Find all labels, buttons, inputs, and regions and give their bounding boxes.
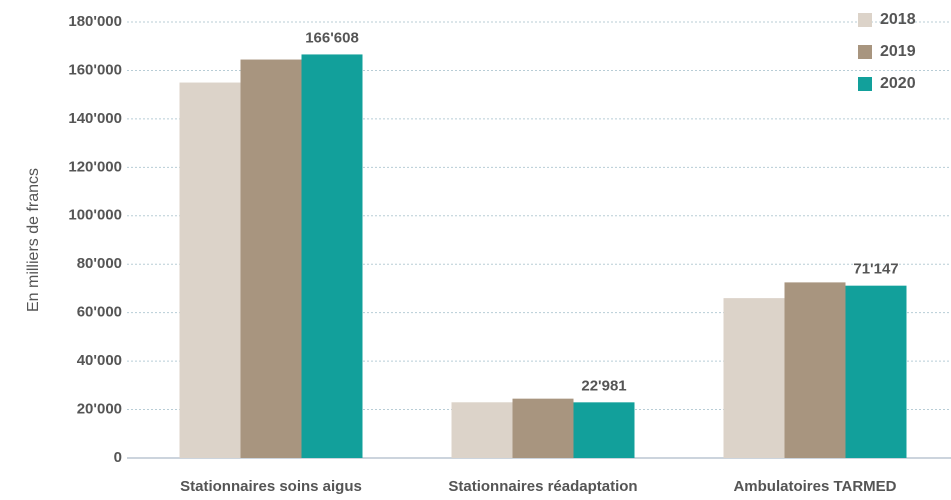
x-tick-label: Stationnaires soins aigus: [180, 478, 362, 495]
legend-label: 2018: [880, 11, 916, 28]
bar: [845, 285, 907, 458]
legend-swatch: [858, 45, 872, 59]
y-axis-title: En milliers de francs: [25, 168, 42, 312]
bar: [451, 402, 513, 458]
x-tick-label: Ambulatoires TARMED: [733, 478, 896, 495]
bar: [573, 402, 635, 458]
legend-label: 2019: [880, 43, 916, 60]
legend-label: 2020: [880, 75, 916, 92]
y-tick-label: 60'000: [77, 304, 122, 321]
bar: [179, 82, 241, 459]
y-tick-label: 80'000: [77, 255, 122, 272]
y-tick-label: 20'000: [77, 401, 122, 418]
bar: [512, 398, 574, 458]
y-tick-label: 140'000: [68, 110, 122, 127]
legend-swatch: [858, 77, 872, 91]
data-label: 166'608: [305, 29, 359, 46]
bar: [784, 282, 846, 458]
legend-swatch: [858, 13, 872, 27]
y-tick-label: 40'000: [77, 352, 122, 369]
data-label: 71'147: [853, 261, 898, 278]
bar: [301, 54, 363, 458]
y-tick-label: 160'000: [68, 61, 122, 78]
y-tick-label: 100'000: [68, 207, 122, 224]
y-tick-label: 0: [114, 449, 122, 466]
bar: [723, 298, 785, 458]
x-tick-label: Stationnaires réadaptation: [448, 478, 637, 495]
y-tick-label: 180'000: [68, 13, 122, 30]
bar: [240, 59, 302, 459]
y-tick-label: 120'000: [68, 158, 122, 175]
data-label: 22'981: [581, 377, 626, 394]
